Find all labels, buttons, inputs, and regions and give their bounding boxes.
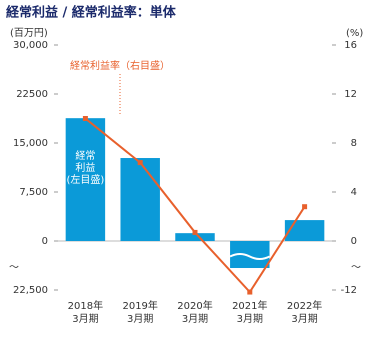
x-tick-label: 3月期 — [291, 313, 317, 325]
line-marker — [247, 289, 253, 295]
y-tick-label: 22500 — [16, 89, 48, 100]
line-marker — [302, 204, 308, 210]
x-tick-label: 2022年 — [287, 299, 322, 312]
y2-tick-label: 4 — [351, 187, 357, 198]
line-marker — [82, 116, 88, 121]
axis-break: 〜 — [9, 263, 19, 274]
chart-title: 経常利益 / 経常利益率：単体 — [6, 5, 177, 21]
bar — [65, 118, 106, 241]
y2-tick-label: 12 — [344, 89, 357, 100]
x-tick-label: 2020年 — [177, 299, 212, 312]
axis-break: 〜 — [351, 263, 361, 274]
x-tick-label: 2019年 — [122, 299, 157, 312]
x-tick-label: 2018年 — [68, 299, 103, 312]
bar-series-label: 経常 — [75, 149, 95, 162]
x-tick-label: 3月期 — [182, 313, 208, 325]
y2-unit: (%) — [346, 28, 363, 39]
line-marker — [137, 160, 143, 166]
y-tick-label: 22,500 — [13, 285, 48, 296]
y2-tick-label: -12 — [341, 285, 357, 296]
bar-series-label: 利益 — [75, 161, 95, 174]
bar — [284, 220, 325, 241]
x-tick-label: 3月期 — [72, 313, 98, 325]
y-tick-label: 0 — [42, 236, 48, 247]
y2-tick-label: 8 — [351, 138, 357, 149]
x-tick-label: 3月期 — [237, 313, 263, 325]
y-tick-label: 15,000 — [13, 138, 48, 149]
bar-series-label: (左目盛) — [66, 173, 104, 186]
y2-tick-label: 0 — [351, 236, 357, 247]
x-tick-label: 2021年 — [232, 299, 267, 312]
line-series-label: 経常利益率（右目盛） — [70, 59, 170, 72]
y-tick-label: 7,500 — [19, 187, 48, 198]
line-marker — [192, 229, 198, 235]
x-tick-label: 3月期 — [127, 313, 153, 325]
y-unit: (百万円) — [10, 27, 48, 39]
bar — [120, 158, 160, 241]
break-wave — [229, 253, 270, 260]
bar — [175, 233, 215, 241]
line — [84, 117, 306, 294]
y-tick-label: 30,000 — [13, 40, 48, 51]
y2-tick-label: 16 — [344, 40, 357, 51]
